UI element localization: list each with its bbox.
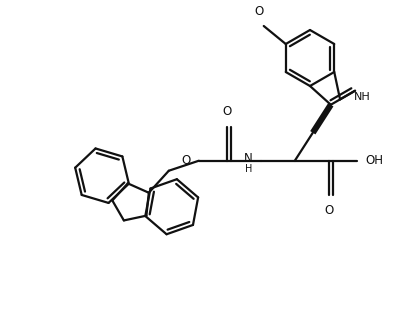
Text: OH: OH: [366, 154, 384, 167]
Text: H: H: [246, 164, 253, 174]
Text: N: N: [244, 152, 253, 165]
Text: O: O: [254, 5, 264, 18]
Text: O: O: [324, 204, 333, 217]
Text: NH: NH: [354, 92, 371, 102]
Text: O: O: [222, 105, 231, 118]
Text: O: O: [182, 154, 191, 167]
